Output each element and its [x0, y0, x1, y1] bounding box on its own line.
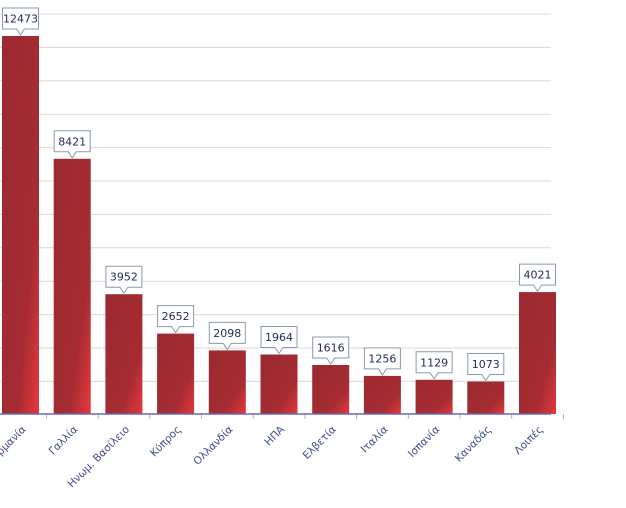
data-label-box: [157, 305, 195, 334]
data-label-box: [519, 263, 556, 293]
data-label-text: 1073: [472, 358, 500, 371]
category-label: Καναδάς: [453, 424, 494, 465]
data-label: 12473: [2, 7, 39, 36]
x-axis: [0, 413, 564, 419]
data-label-box: [467, 352, 505, 382]
data-label-text: 2098: [213, 327, 241, 340]
data-label: 1129: [415, 351, 453, 380]
category-label: Κύπρος: [148, 424, 184, 460]
category-label: Λοιπές: [512, 424, 545, 457]
bar: [467, 381, 505, 414]
data-label-text: 12473: [3, 13, 38, 26]
data-label-box: [2, 7, 39, 36]
data-label-box: [208, 321, 246, 351]
data-label-text: 1964: [265, 331, 293, 344]
data-label: 1256: [363, 347, 401, 376]
data-label-text: 3952: [110, 271, 138, 284]
bars: [2, 36, 556, 414]
data-label-text: 1616: [317, 342, 345, 355]
data-label: 1073: [467, 352, 505, 382]
data-label: 4021: [519, 263, 556, 293]
data-label-text: 4021: [524, 269, 552, 282]
bar: [363, 375, 401, 414]
data-label-box: [53, 130, 91, 159]
bar: [105, 294, 143, 414]
bar: [415, 379, 453, 414]
category-label: Ελβετία: [301, 424, 339, 462]
category-label: Ιταλία: [359, 424, 391, 456]
data-label-text: 8421: [58, 135, 86, 148]
data-label-text: 1129: [420, 356, 448, 369]
data-label-box: [105, 265, 143, 295]
category-label: ΗΠΑ: [262, 423, 287, 448]
data-label: 2652: [157, 305, 195, 334]
data-label-box: [363, 347, 401, 376]
data-label-box: [260, 325, 298, 355]
bar: [2, 36, 39, 414]
data-label: 8421: [53, 130, 91, 159]
bar: [519, 292, 556, 414]
data-label: 1616: [312, 336, 350, 365]
category-label: Γαλλία: [47, 424, 81, 458]
data-label-box: [415, 351, 453, 380]
bar: [260, 354, 298, 414]
bar: [312, 365, 350, 414]
bar: [157, 333, 195, 414]
data-label: 1964: [260, 325, 298, 355]
data-label: 3952: [105, 265, 143, 295]
data-label-text: 2652: [162, 310, 190, 323]
category-label: Γερμανία: [0, 424, 29, 467]
bar: [208, 350, 246, 414]
bar: [53, 158, 91, 414]
data-labels: 12473 8421 3952 2652 2098 1964 1616 1256 1129 107…: [2, 7, 556, 382]
category-label: Ολλανδία: [191, 424, 235, 468]
data-label-box: [312, 336, 350, 365]
category-label: Ισπανία: [406, 424, 442, 460]
data-label-text: 1256: [368, 352, 396, 365]
data-label: 2098: [208, 321, 246, 351]
gridlines: [0, 13, 551, 382]
